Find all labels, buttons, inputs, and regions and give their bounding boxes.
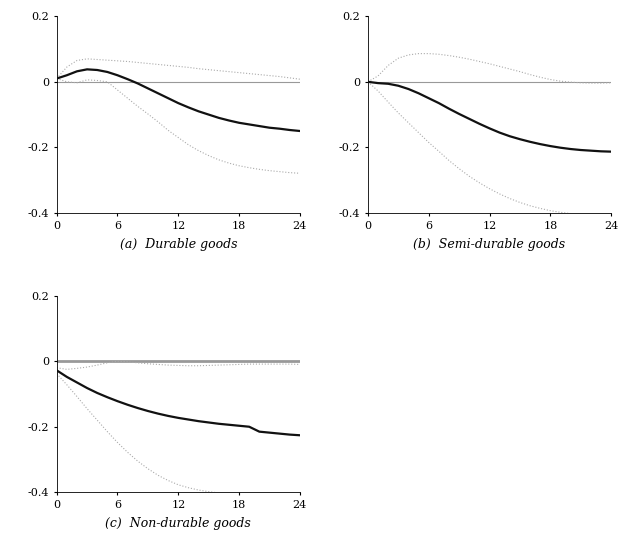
X-axis label: (c)  Non-durable goods: (c) Non-durable goods — [105, 517, 251, 530]
X-axis label: (b)  Semi-durable goods: (b) Semi-durable goods — [413, 237, 566, 250]
X-axis label: (a)  Durable goods: (a) Durable goods — [120, 237, 237, 250]
